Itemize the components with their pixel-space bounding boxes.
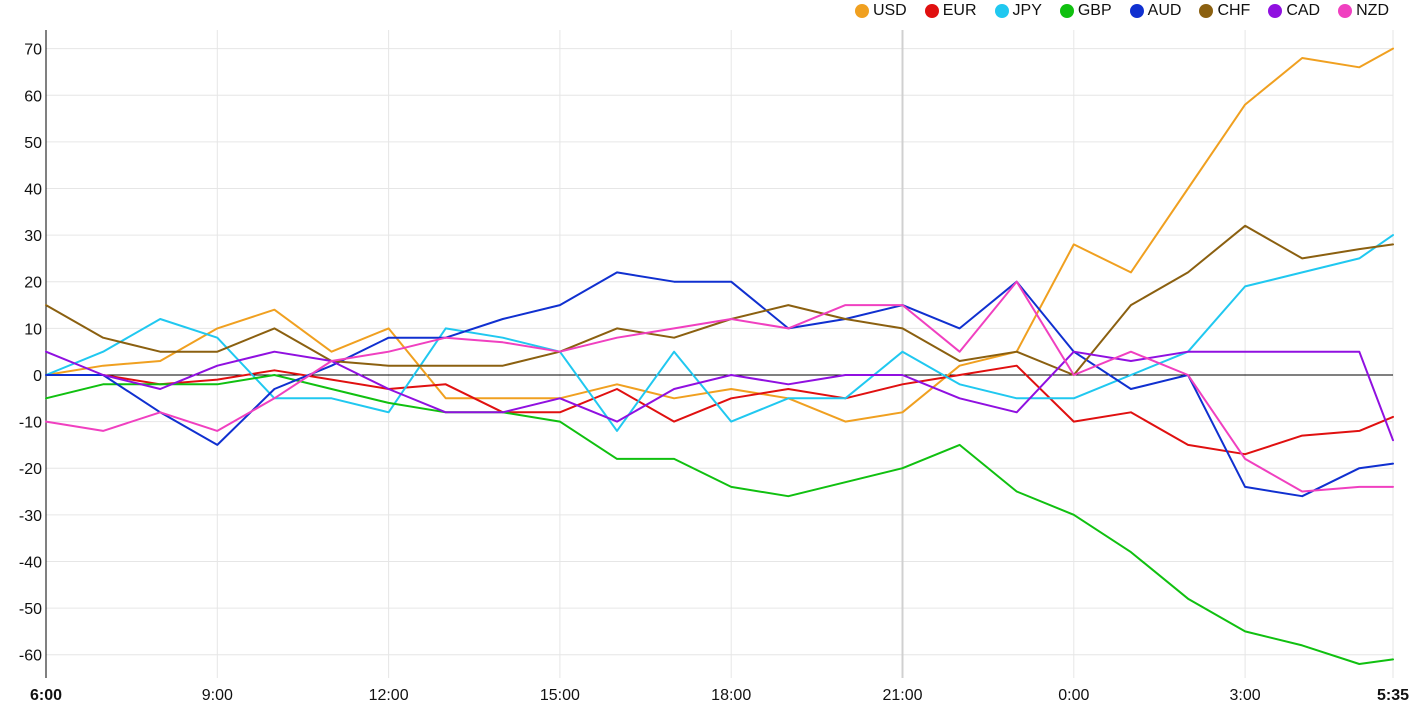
y-tick-label: -20 — [19, 461, 42, 478]
x-tick-label: 0:00 — [1058, 687, 1089, 704]
y-tick-label: 40 — [24, 182, 42, 199]
y-tick-label: 10 — [24, 321, 42, 338]
x-tick-label: 12:00 — [369, 687, 409, 704]
legend-dot-usd — [854, 4, 869, 18]
legend-item-aud[interactable]: AUD — [1129, 2, 1182, 20]
x-tick-label: 3:00 — [1230, 687, 1261, 704]
y-tick-label: 50 — [24, 135, 42, 152]
legend-label-eur: EUR — [942, 2, 977, 19]
legend-dot-eur — [924, 4, 939, 18]
legend-item-gbp[interactable]: GBP — [1059, 2, 1112, 20]
x-tick-label: 5:35 — [1377, 687, 1409, 704]
legend-label-nzd: NZD — [1356, 2, 1389, 19]
legend-dot-nzd — [1338, 4, 1353, 18]
legend-label-gbp: GBP — [1077, 2, 1112, 19]
y-tick-label: 0 — [33, 368, 42, 385]
y-tick-label: 30 — [24, 228, 42, 245]
series-line-gbp — [45, 374, 1394, 665]
series-line-usd — [45, 47, 1394, 423]
legend-dot-aud — [1129, 4, 1144, 18]
series-line-nzd — [45, 280, 1394, 493]
y-tick-label: 60 — [24, 88, 42, 105]
legend-item-chf[interactable]: CHF — [1199, 2, 1250, 20]
legend-label-aud: AUD — [1147, 2, 1182, 19]
legend: USD EUR JPY GBP AUD CHF CAD NZD — [854, 2, 1389, 20]
x-tick-label: 9:00 — [202, 687, 233, 704]
series-line-aud — [45, 271, 1394, 498]
y-tick-label: -40 — [19, 554, 42, 571]
y-tick-label: -60 — [19, 648, 42, 665]
x-tick-label: 18:00 — [711, 687, 751, 704]
legend-label-cad: CAD — [1286, 2, 1321, 19]
y-tick-label: -30 — [19, 508, 42, 525]
legend-item-cad[interactable]: CAD — [1268, 2, 1320, 20]
x-tick-label: 15:00 — [540, 687, 580, 704]
legend-item-usd[interactable]: USD — [854, 2, 907, 20]
y-tick-label: -50 — [19, 601, 42, 618]
y-tick-label: 20 — [24, 275, 42, 292]
y-tick-label: 70 — [24, 42, 42, 59]
legend-item-eur[interactable]: EUR — [924, 2, 977, 20]
y-tick-label: -10 — [19, 415, 42, 432]
legend-dot-jpy — [994, 4, 1009, 18]
legend-label-chf: CHF — [1217, 2, 1251, 19]
legend-dot-cad — [1268, 4, 1283, 18]
legend-item-jpy[interactable]: JPY — [994, 2, 1042, 20]
series-line-jpy — [45, 234, 1394, 432]
legend-item-nzd[interactable]: NZD — [1338, 2, 1389, 20]
legend-dot-chf — [1199, 4, 1214, 18]
series-line-cad — [45, 350, 1394, 442]
x-tick-label: 6:00 — [30, 687, 62, 704]
legend-label-jpy: JPY — [1012, 2, 1042, 19]
series-line-eur — [45, 364, 1394, 456]
legend-dot-gbp — [1059, 4, 1074, 18]
legend-label-usd: USD — [872, 2, 907, 19]
x-tick-label: 21:00 — [882, 687, 922, 704]
